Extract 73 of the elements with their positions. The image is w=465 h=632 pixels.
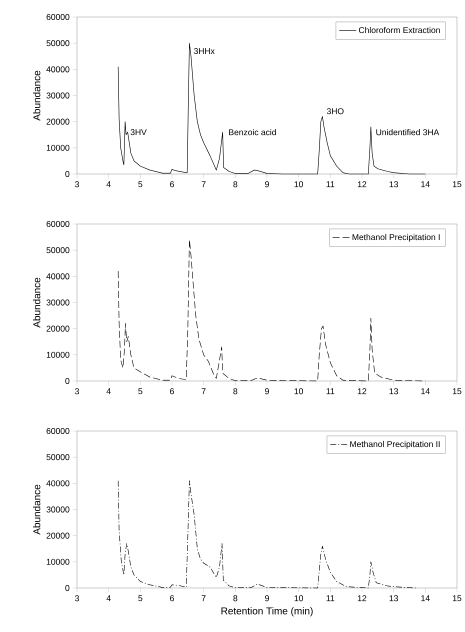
x-axis-title: Retention Time (min) (222, 607, 313, 616)
x-tick-label: 15 (453, 595, 462, 602)
y-tick-label: 50000 (46, 247, 70, 254)
y-tick-label: 10000 (47, 144, 70, 151)
y-tick-label: 20000 (46, 326, 70, 332)
x-tick-label: 3 (75, 388, 80, 394)
y-tick-label: 30000 (46, 300, 70, 306)
x-tick-label: 9 (265, 181, 270, 188)
x-tick-label: 5 (138, 181, 143, 188)
x-tick-label: 13 (390, 181, 398, 188)
y-tick-label: 60000 (46, 428, 70, 434)
annotation: Unidentified 3HA (376, 129, 440, 136)
x-tick-label: 12 (358, 595, 367, 602)
x-tick-label: 4 (106, 388, 112, 394)
annotation: 3HV (130, 129, 147, 136)
x-tick-label: 6 (170, 595, 174, 602)
x-tick-label: 14 (421, 181, 430, 188)
x-tick-label: 10 (294, 595, 304, 602)
y-tick-label: 50000 (46, 454, 70, 460)
y-tick-label: 30000 (46, 506, 70, 512)
x-tick-label: 6 (170, 181, 174, 188)
x-tick-label: 12 (358, 181, 367, 188)
x-tick-label: 9 (265, 595, 270, 602)
legend-label: Chloroform Extraction (359, 26, 440, 34)
y-tick-label: 40000 (46, 273, 70, 280)
x-tick-label: 10 (294, 181, 304, 188)
x-tick-label: 7 (202, 181, 206, 188)
x-tick-label: 5 (138, 388, 143, 394)
y-tick-label: 60000 (46, 14, 70, 20)
x-tick-label: 3 (75, 595, 80, 602)
legend-label: Methanol Precipitation II (350, 440, 440, 449)
y-tick-label: 50000 (46, 40, 70, 46)
x-tick-label: 8 (234, 595, 238, 602)
y-axis-title: Abundance (33, 278, 41, 328)
x-tick-label: 13 (390, 595, 398, 602)
y-tick-label: 60000 (46, 221, 70, 227)
x-tick-label: 11 (326, 388, 335, 394)
legend-label: Methanol Precipitation I (352, 234, 440, 242)
x-tick-label: 12 (358, 388, 367, 394)
y-tick-label: 40000 (46, 480, 70, 486)
x-tick-label: 4 (106, 181, 112, 188)
x-tick-label: 3 (75, 181, 80, 188)
y-tick-label: 30000 (46, 92, 70, 98)
x-tick-label: 11 (326, 595, 335, 602)
y-tick-label: 0 (66, 585, 70, 591)
x-tick-label: 13 (390, 388, 398, 394)
x-tick-label: 5 (138, 595, 143, 602)
x-tick-label: 15 (453, 181, 462, 188)
y-tick-label: 20000 (46, 532, 70, 539)
x-tick-label: 14 (421, 595, 430, 602)
y-tick-label: 10000 (47, 558, 70, 565)
x-tick-label: 7 (202, 388, 206, 394)
x-tick-label: 15 (453, 388, 462, 394)
y-axis-title: Abundance (33, 70, 41, 121)
y-tick-label: 20000 (46, 118, 70, 125)
x-tick-label: 10 (294, 388, 304, 394)
annotation: Benzoic acid (229, 129, 276, 136)
y-axis-title: Abundance (33, 484, 41, 535)
line-series (118, 480, 416, 588)
annotation: 3HHx (194, 48, 215, 54)
y-tick-label: 40000 (46, 66, 70, 72)
x-tick-label: 8 (234, 388, 238, 394)
x-tick-label: 6 (170, 388, 174, 394)
x-tick-label: 9 (265, 388, 270, 394)
y-tick-label: 0 (66, 378, 70, 384)
x-tick-label: 8 (234, 181, 238, 188)
x-tick-label: 7 (202, 595, 206, 602)
y-tick-label: 10000 (47, 352, 70, 358)
x-tick-label: 14 (421, 388, 430, 394)
x-tick-label: 4 (106, 595, 112, 602)
x-tick-label: 11 (326, 181, 335, 188)
annotation: 3HO (327, 108, 344, 114)
y-tick-label: 0 (66, 171, 70, 177)
